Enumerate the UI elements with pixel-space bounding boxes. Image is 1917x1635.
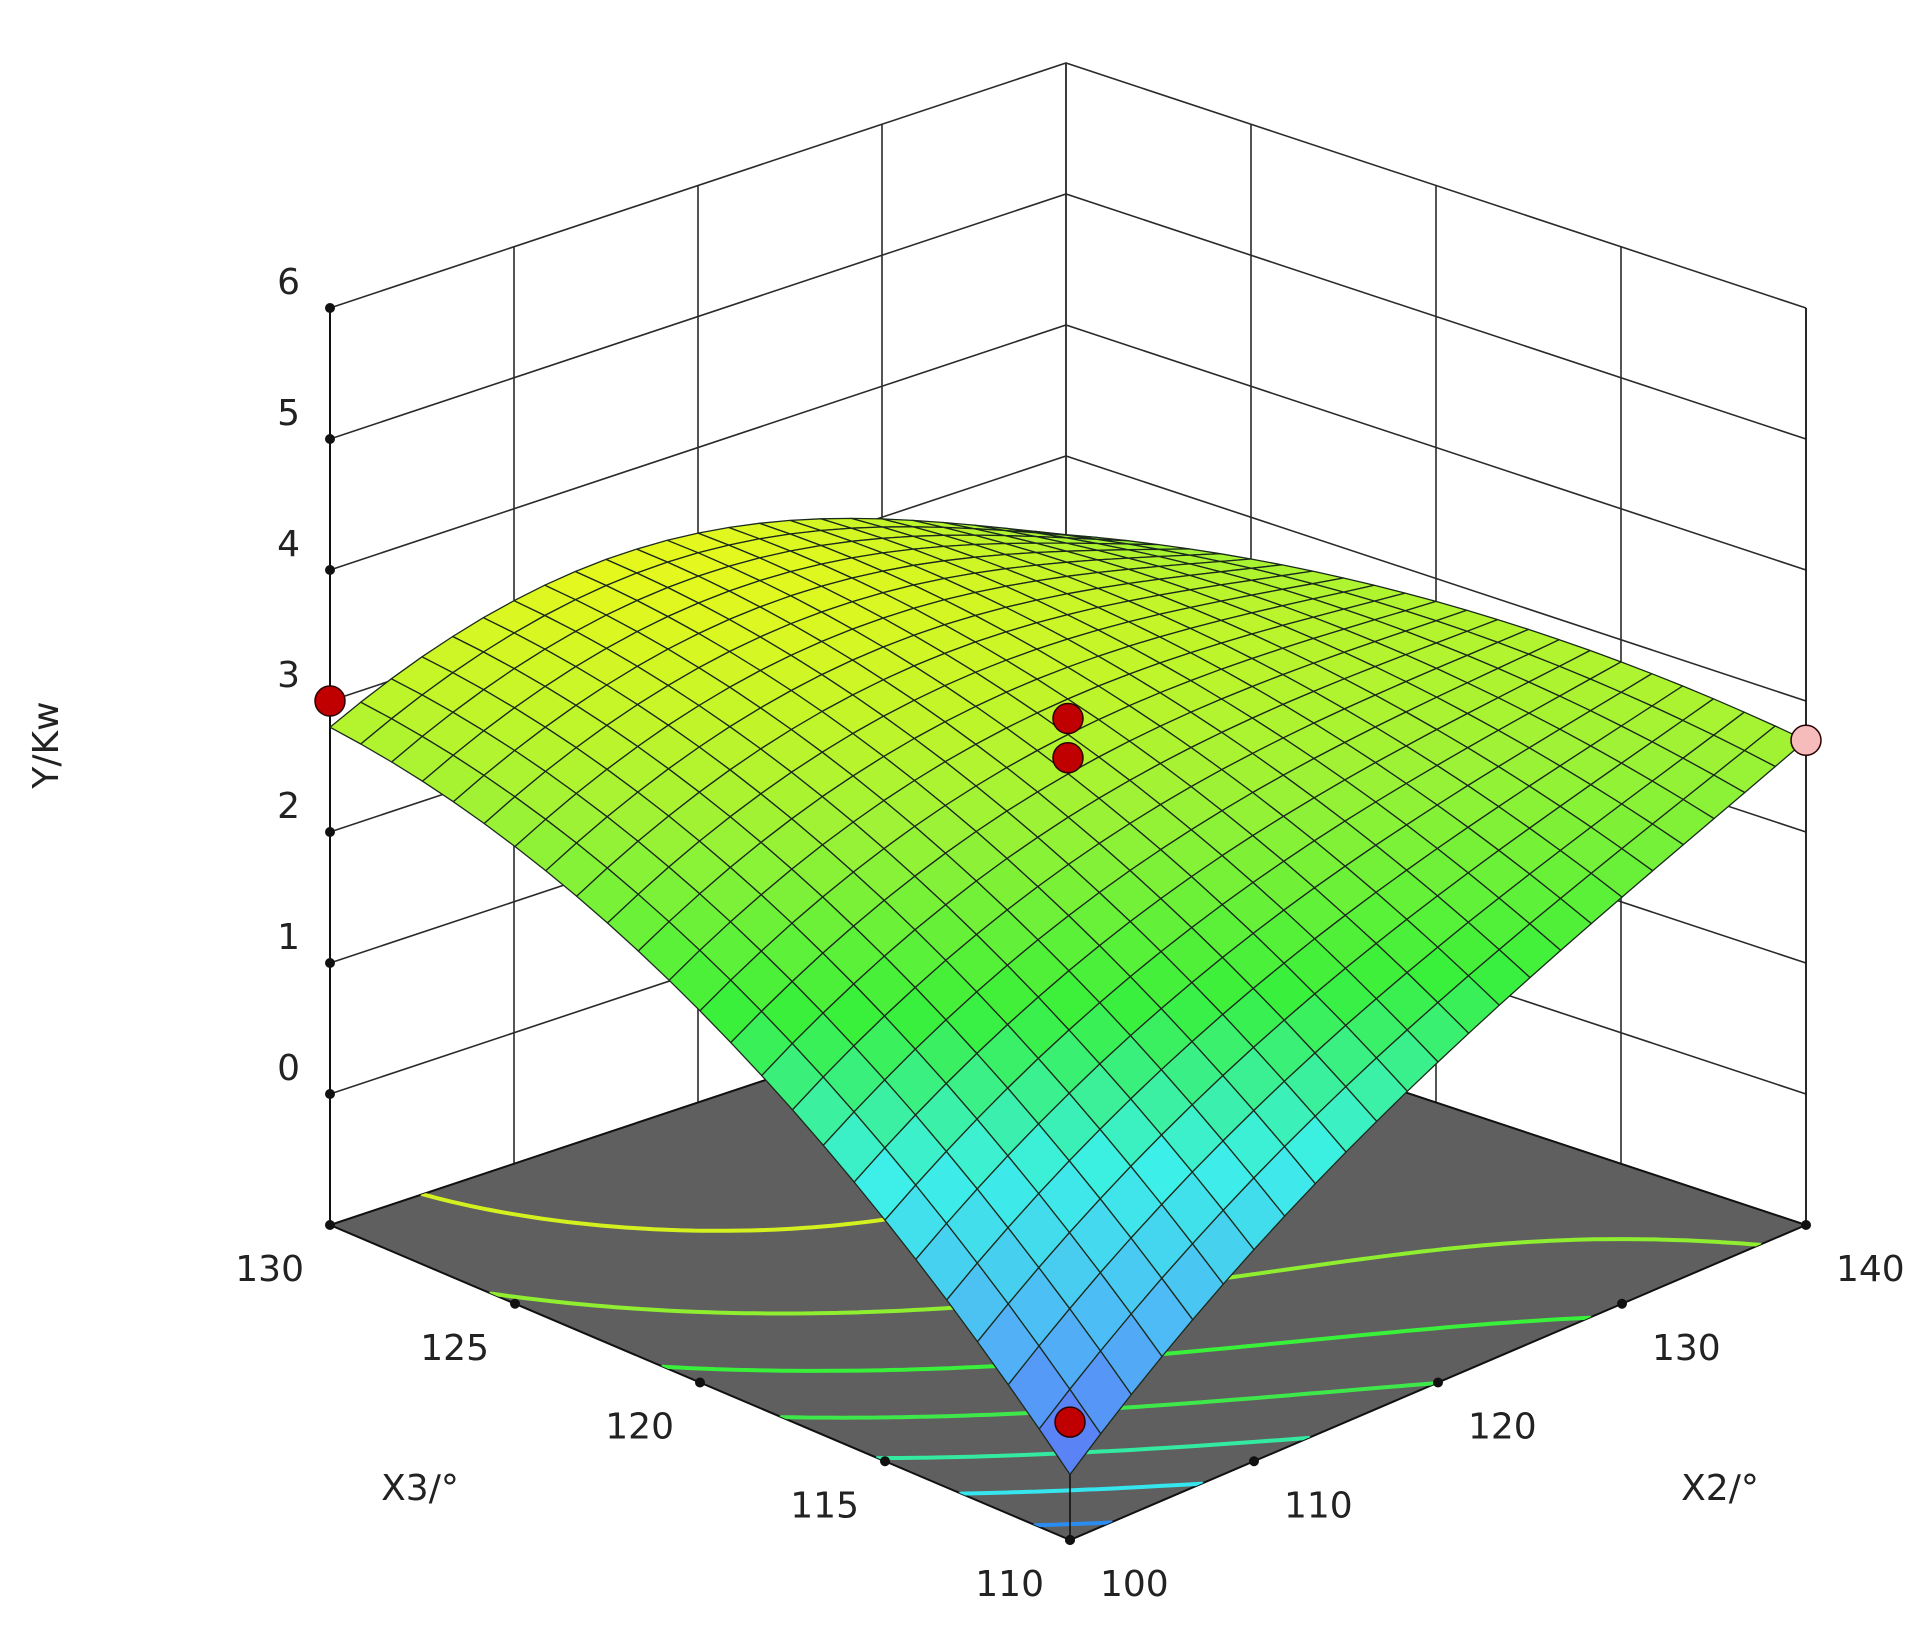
contour-line xyxy=(958,1481,1204,1496)
design-point xyxy=(1052,742,1084,774)
x2-tick-dot xyxy=(1617,1298,1627,1309)
design-point xyxy=(1790,724,1822,757)
x3-tick-label: 115 xyxy=(790,1485,859,1526)
x3-tick-label: 130 xyxy=(235,1249,304,1290)
z-tick-label: 1 xyxy=(277,917,300,958)
x3-tick-label: 110 xyxy=(975,1564,1044,1605)
x2-tick-label: 100 xyxy=(1100,1564,1169,1605)
design-point xyxy=(314,685,346,717)
x3-axis-title: X3/° xyxy=(381,1468,459,1509)
x3-tick-label: 125 xyxy=(420,1328,489,1369)
design-point xyxy=(1054,1406,1086,1438)
x3-tick-dot xyxy=(325,1220,335,1230)
z-tick-label: 5 xyxy=(277,393,300,434)
z-axis-title: Y/Kw xyxy=(26,701,67,789)
labels: Y/Kw X3/° X2/° xyxy=(26,701,1759,1509)
x2-tick-dot xyxy=(1433,1377,1443,1388)
x2-tick-label: 120 xyxy=(1468,1407,1537,1448)
contour-line xyxy=(1033,1520,1113,1528)
x2-tick-label: 140 xyxy=(1836,1249,1905,1290)
x2-tick-dot xyxy=(1065,1535,1075,1545)
z-tick-dot xyxy=(325,303,335,313)
z-tick-label: 0 xyxy=(277,1048,300,1089)
z-tick-dot xyxy=(325,434,335,444)
z-tick-label: 4 xyxy=(277,524,300,565)
z-tick-dot xyxy=(325,827,335,837)
design-points xyxy=(314,685,1822,1438)
x2-tick-label: 130 xyxy=(1652,1328,1721,1369)
design-point xyxy=(1052,702,1084,735)
x3-tick-dot xyxy=(880,1456,890,1467)
x2-tick-dot xyxy=(1249,1456,1259,1467)
x3-tick-dot xyxy=(510,1298,520,1309)
x3-tick-dot xyxy=(695,1377,705,1388)
z-tick-label: 3 xyxy=(277,655,300,696)
response-surface xyxy=(329,517,1807,1476)
z-tick-label: 2 xyxy=(277,786,300,827)
x3-tick-label: 120 xyxy=(605,1407,674,1448)
x2-tick-label: 110 xyxy=(1284,1485,1353,1526)
z-tick-label: 6 xyxy=(277,262,300,303)
x2-tick-dot xyxy=(1801,1220,1811,1230)
x2-axis-title: X2/° xyxy=(1681,1468,1759,1509)
z-tick-dot xyxy=(325,958,335,968)
z-tick-dot xyxy=(325,1089,335,1099)
z-tick-dot xyxy=(325,565,335,575)
